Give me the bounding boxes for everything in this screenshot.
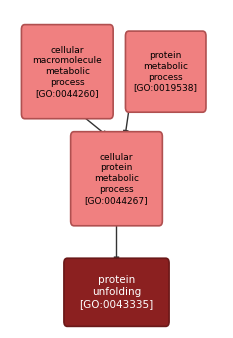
Text: cellular
macromolecule
metabolic
process
[GO:0044260]: cellular macromolecule metabolic process… [32,46,102,98]
FancyBboxPatch shape [71,132,162,226]
Text: cellular
protein
metabolic
process
[GO:0044267]: cellular protein metabolic process [GO:0… [85,153,148,205]
Text: protein
metabolic
process
[GO:0019538]: protein metabolic process [GO:0019538] [134,51,198,92]
Text: protein
unfolding
[GO:0043335]: protein unfolding [GO:0043335] [79,275,154,309]
FancyBboxPatch shape [125,31,206,112]
FancyBboxPatch shape [64,258,169,327]
FancyBboxPatch shape [21,25,113,119]
